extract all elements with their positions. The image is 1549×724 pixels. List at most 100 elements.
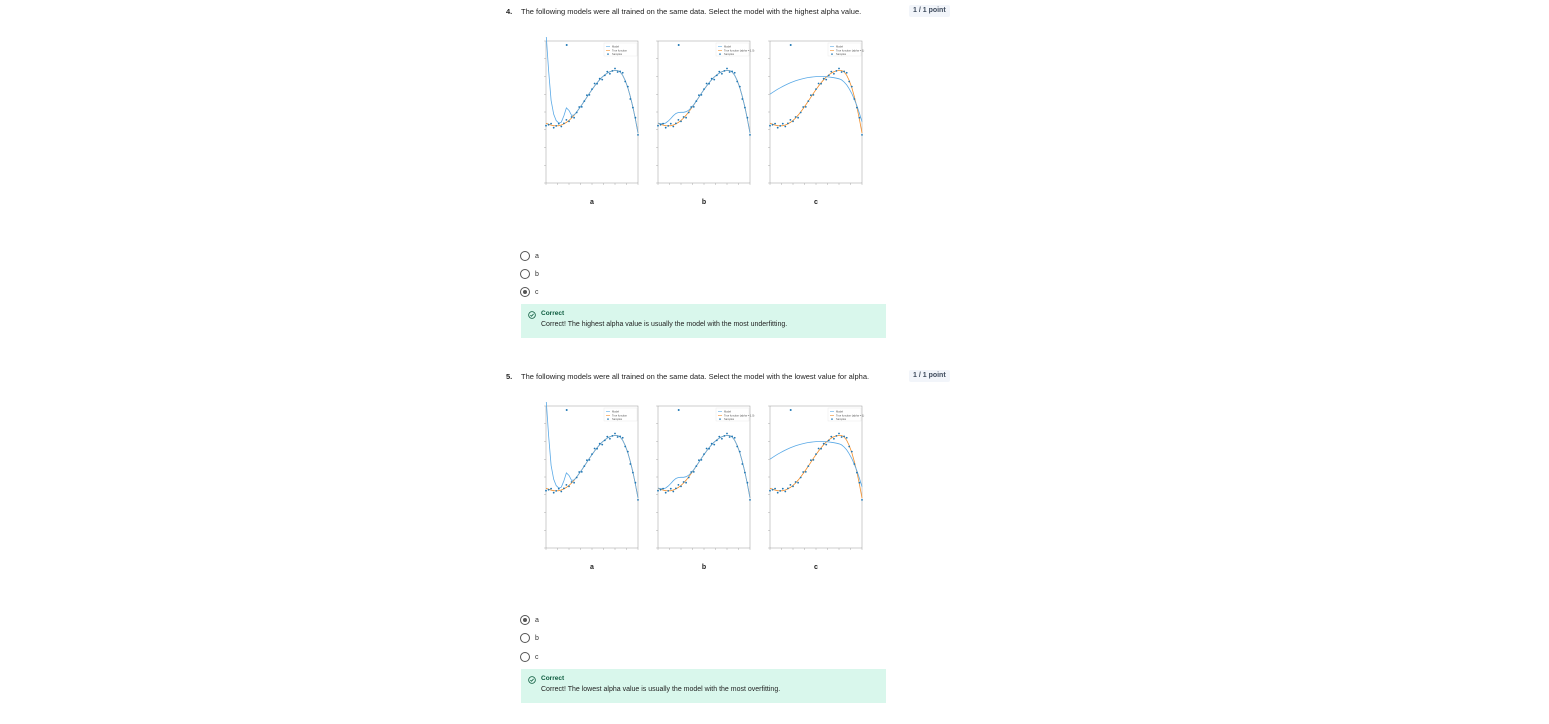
sample-point (741, 463, 744, 465)
legend-entry: Samples (836, 417, 847, 421)
sample-point (825, 443, 828, 446)
option-c[interactable]: c (520, 651, 539, 663)
legend-entry: Model (612, 45, 619, 49)
sample-point (557, 487, 560, 490)
question-text: The following models were all trained on… (521, 372, 870, 381)
sample-point (792, 120, 794, 123)
sample-point (609, 72, 611, 75)
check-circle-icon (528, 676, 536, 684)
sample-point (848, 445, 851, 448)
sample-point (614, 432, 616, 435)
sample-point (596, 447, 598, 450)
sample-point (856, 471, 858, 474)
sample-point (619, 435, 621, 438)
sample-point (570, 481, 573, 483)
sample-point (779, 125, 782, 127)
sample-point (840, 71, 843, 73)
sample-point (611, 435, 614, 437)
sample-point (614, 67, 616, 70)
sample-point (822, 77, 825, 80)
sample-point (588, 94, 591, 96)
radio-button-selected[interactable] (520, 615, 530, 625)
option-b[interactable]: b (520, 632, 539, 644)
sample-point (662, 122, 664, 125)
sample-point (769, 489, 771, 492)
sample-point (820, 447, 822, 450)
option-a[interactable]: a (520, 614, 539, 626)
radio-button[interactable] (520, 269, 530, 279)
sample-point (545, 124, 547, 127)
sample-point (731, 435, 733, 438)
question-number: 4. (506, 7, 513, 16)
sample-point (804, 471, 807, 473)
sample-point (718, 70, 721, 73)
sample-point (677, 119, 680, 121)
sample-point (682, 116, 685, 118)
points-badge: 1 / 1 point (909, 370, 950, 382)
sample-point (817, 82, 820, 85)
radio-button[interactable] (520, 652, 530, 662)
sample-point (853, 463, 856, 465)
sample-point (677, 484, 680, 486)
plot-frame (545, 40, 639, 184)
sample-point (838, 67, 840, 70)
sample-point (838, 432, 840, 435)
legend-swatch (831, 53, 833, 55)
sample-point (609, 437, 611, 440)
sample-point (593, 447, 596, 450)
plot-label: c (814, 199, 818, 206)
sample-point (695, 465, 698, 467)
sample-point (624, 445, 627, 448)
radio-button[interactable] (520, 633, 530, 643)
sample-point (598, 77, 601, 80)
plot-a: Model True function Samples a (536, 402, 648, 571)
sample-point (817, 447, 820, 450)
sample-point (629, 98, 632, 100)
sample-point (621, 71, 624, 74)
sample-point (721, 72, 723, 75)
option-c[interactable]: c (520, 286, 539, 298)
sample-point (677, 44, 680, 46)
plot-a: Model True function Samples a (536, 37, 648, 206)
sample-point (583, 465, 586, 467)
sample-point (810, 459, 812, 462)
feedback-title: Correct (541, 310, 565, 317)
sample-point (827, 439, 830, 442)
sample-point (733, 436, 736, 439)
option-label: c (535, 288, 539, 296)
sample-point (563, 487, 565, 490)
option-b[interactable]: b (520, 268, 539, 280)
sample-point (843, 70, 845, 73)
sample-point (616, 71, 619, 73)
option-label: a (535, 616, 539, 624)
sample-point (624, 80, 627, 83)
sample-point (807, 100, 810, 102)
sample-point (802, 471, 805, 473)
radio-button-selected[interactable] (520, 287, 530, 297)
sample-point (703, 88, 705, 90)
option-a[interactable]: a (520, 250, 539, 262)
legend-entry: True function (612, 413, 628, 417)
sample-point (698, 459, 700, 462)
sample-point (713, 443, 716, 446)
sample-point (637, 499, 639, 501)
sample-point (718, 435, 721, 438)
sample-point (728, 71, 731, 73)
sample-point (749, 134, 751, 136)
feedback-text: Correct! The highest alpha value is usua… (541, 321, 788, 328)
sample-point (555, 125, 558, 127)
sample-point (680, 120, 682, 123)
legend-swatch (719, 418, 721, 420)
sample-point (794, 116, 797, 118)
legend-entry: True function (alpha = 1.0) (724, 48, 755, 52)
sample-point (629, 463, 632, 465)
radio-button[interactable] (520, 251, 530, 261)
sample-point (698, 94, 700, 97)
sample-point (573, 481, 575, 484)
sample-point (692, 471, 695, 473)
sample-point (586, 94, 588, 97)
sample-point (721, 437, 723, 440)
sample-point (744, 471, 746, 474)
sample-point (682, 481, 685, 483)
sample-point (570, 116, 573, 118)
